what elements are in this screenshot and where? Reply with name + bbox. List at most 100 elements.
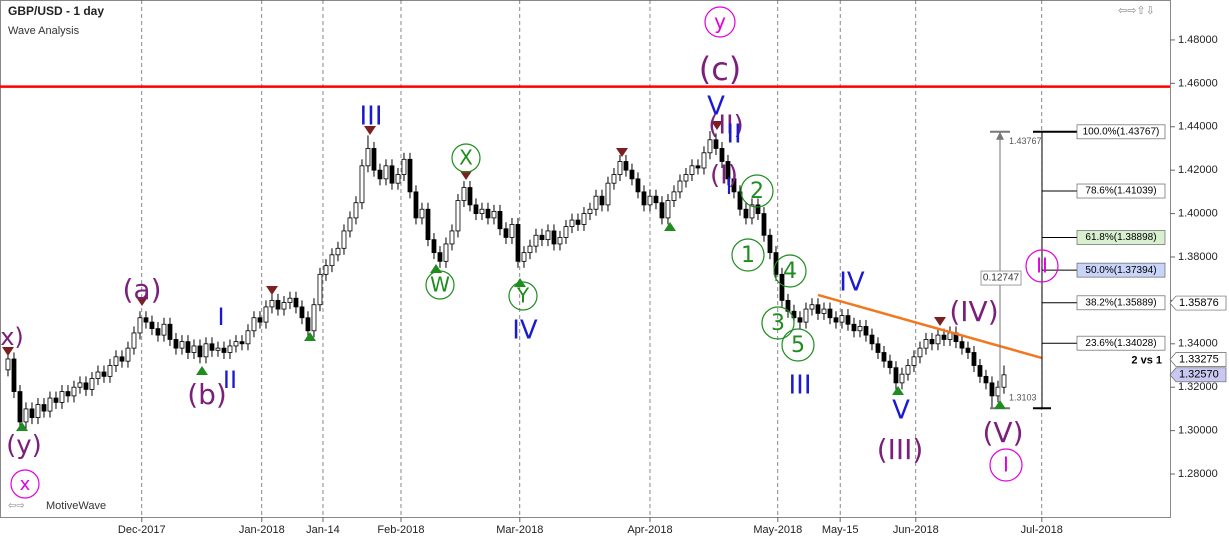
wave-label: y (714, 10, 726, 34)
x-tick-label: Apr-2018 (627, 524, 672, 536)
candle-body (1001, 374, 1007, 388)
candle-body (647, 195, 653, 206)
wave-label: x (20, 474, 31, 495)
footer: MotiveWave (46, 500, 106, 512)
candle-body (185, 341, 191, 353)
pivot-marker (994, 400, 1006, 409)
logo-icon: ⇦⇨ (8, 501, 25, 512)
candle-body (215, 347, 221, 351)
price-label: 1.35876 (1179, 297, 1219, 309)
candle-body (329, 254, 335, 267)
wave-circle (508, 281, 538, 311)
wave-label: (b) (187, 378, 227, 411)
chart-title: GBP/USD - 1 day (8, 4, 104, 18)
candle-body (941, 334, 947, 340)
pivot-marker (460, 171, 472, 180)
candle-body (851, 323, 857, 332)
candle-body (545, 230, 551, 241)
candle-body (389, 165, 395, 184)
candle-body (653, 195, 659, 204)
wave-label: (II) (708, 111, 744, 141)
candle-body (821, 308, 827, 314)
fib-label: 100.0%(1.43767) (1083, 126, 1160, 137)
candle-body (479, 208, 485, 214)
wave-label: 5 (791, 333, 805, 358)
wave-label: IV (512, 316, 538, 346)
candle-body (665, 200, 671, 219)
candle-body (245, 330, 251, 345)
candle-body (155, 328, 161, 336)
fib-label-box (1076, 230, 1166, 245)
candle-body (425, 208, 431, 241)
candle-body (395, 174, 401, 184)
candle-body (167, 323, 173, 340)
nav-icons[interactable]: ⇦⇨⇧⇩ (1118, 5, 1155, 17)
candle-body (671, 191, 677, 201)
measure-range: 0.12747 (983, 273, 1020, 284)
wave-label: II (1036, 254, 1048, 278)
y-tick-label: 1.42000 (1178, 164, 1218, 176)
wave-label: W (430, 273, 450, 297)
candle-body (419, 208, 425, 219)
pivot-marker (664, 222, 676, 231)
candle-body (455, 200, 461, 232)
wave-label: 3 (771, 311, 785, 336)
pivot-marker (136, 297, 148, 306)
candle-body (623, 161, 629, 171)
candle-body (587, 208, 593, 214)
candle-body (113, 356, 119, 366)
candle-body (995, 386, 1001, 397)
wave-label: I (1003, 453, 1009, 477)
y-tick-label: 1.46000 (1178, 77, 1218, 89)
fib-label-box (1076, 262, 1166, 278)
candle-body (377, 169, 383, 180)
pivot-marker (2, 347, 14, 356)
candle-body (257, 317, 263, 323)
candle-body (569, 219, 575, 227)
ratio-note: 2 vs 1 (1131, 354, 1162, 366)
pivot-marker (16, 422, 28, 431)
candle-body (371, 148, 377, 171)
wave-label: 1 (741, 243, 755, 268)
wave-label: x) (0, 323, 24, 351)
candle-body (887, 360, 893, 369)
fib-label: 78.6%(1.41039) (1085, 186, 1156, 197)
chart-subtitle: Wave Analysis (8, 25, 80, 37)
fib-label: 50.0%(1.37394) (1085, 265, 1156, 276)
y-tick-label: 1.44000 (1178, 121, 1218, 133)
plot-area: 100.0%(1.43767) 78.6%(1.41039) 61.8%(1.388… (0, 0, 1170, 517)
candle-body (539, 234, 545, 241)
candle-body (47, 397, 53, 412)
candle-body (335, 247, 341, 256)
x-tick-label: Jan-2018 (239, 524, 285, 536)
candle-body (263, 306, 269, 323)
candle-body (413, 191, 419, 219)
candle-body (71, 386, 77, 397)
candle-body (809, 304, 815, 310)
y-tick-label: 1.32000 (1178, 381, 1218, 393)
candle-body (299, 306, 305, 319)
candle-body (143, 317, 149, 323)
candle-body (593, 195, 599, 210)
wave-label: III (359, 102, 382, 132)
candle-body (719, 148, 725, 162)
candle-body (209, 343, 215, 351)
candle-body (641, 191, 647, 206)
candle-body (947, 332, 953, 340)
candle-body (293, 297, 299, 308)
candle-body (611, 174, 617, 184)
candle-body (503, 228, 509, 238)
candle-body (893, 367, 899, 384)
wave-label: 2 (750, 179, 764, 204)
wave-circle (761, 306, 795, 340)
candle-body (461, 187, 467, 201)
candle-body (11, 358, 17, 392)
candle-body (527, 245, 533, 254)
candle-body (29, 408, 35, 418)
y-tick-label: 1.48000 (1178, 34, 1218, 46)
wave-circle (740, 174, 774, 208)
fib-label: 23.6%(1.34028) (1085, 338, 1156, 349)
candle-body (269, 299, 275, 308)
price-label: 1.33275 (1179, 353, 1219, 365)
